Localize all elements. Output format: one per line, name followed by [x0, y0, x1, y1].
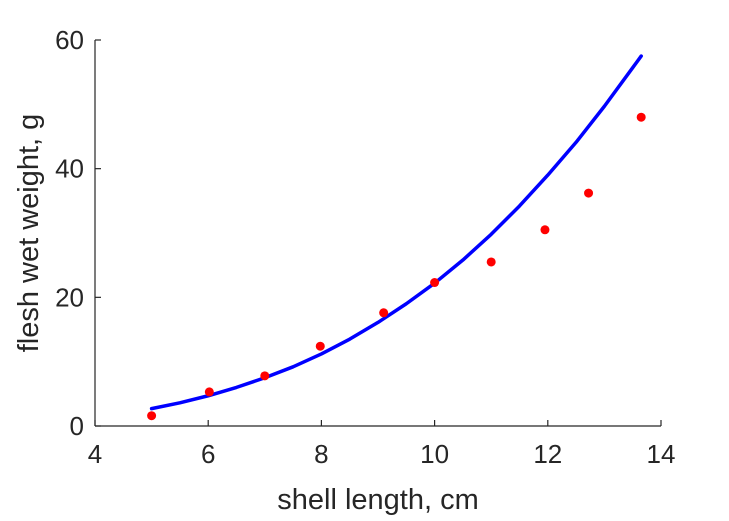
- x-tick-label: 6: [201, 439, 215, 469]
- data-point: [584, 188, 594, 198]
- x-axis-title: shell length, cm: [277, 484, 479, 516]
- x-tick-label: 10: [420, 439, 449, 469]
- y-tick-label: 0: [70, 411, 84, 441]
- y-tick-label: 20: [55, 282, 84, 312]
- tick-marks: [94, 39, 662, 427]
- y-tick-label: 40: [55, 154, 84, 184]
- y-tick-label: 60: [55, 25, 84, 55]
- x-tick-label: 8: [314, 439, 328, 469]
- data-point: [204, 387, 214, 397]
- y-axis-title: flesh wet weight, g: [13, 114, 45, 353]
- data-series: [147, 54, 646, 421]
- x-tick-label: 12: [533, 439, 562, 469]
- tick-labels: 4 6 8 10 12 14 0 20 40 60: [55, 25, 675, 469]
- x-tick-label: 14: [647, 439, 676, 469]
- data-point: [260, 371, 270, 381]
- axes: [94, 40, 661, 427]
- x-tick-label: 4: [88, 439, 102, 469]
- data-point: [430, 278, 440, 288]
- data-point: [540, 225, 550, 235]
- data-point: [636, 112, 646, 122]
- data-point: [315, 341, 325, 351]
- data-point: [486, 257, 496, 267]
- data-point: [147, 411, 157, 421]
- fitted-curve: [149, 54, 643, 411]
- data-point: [379, 308, 389, 318]
